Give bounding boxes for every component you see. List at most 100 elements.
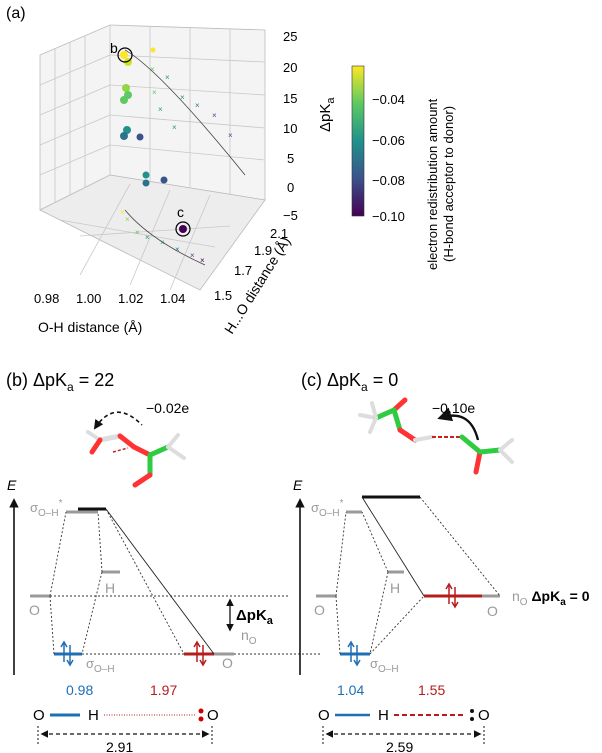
bond-scheme-c: 1.04 1.55 O H O 2.59 bbox=[318, 682, 490, 753]
nO-dpka-label-c: nO ΔpKa = 0 bbox=[512, 588, 590, 608]
electrons-b-red bbox=[193, 640, 207, 667]
z-tick: 25 bbox=[283, 29, 297, 44]
marker-b-ring bbox=[117, 47, 133, 63]
x-axis-label: O-H distance (Å) bbox=[38, 319, 142, 335]
total-distance-b: 2.91 bbox=[106, 739, 133, 753]
molecule-b-image bbox=[86, 430, 186, 488]
y-tick: 1.5 bbox=[214, 288, 232, 303]
mo-solid-lines-b bbox=[105, 508, 215, 655]
dist-HO-c: 1.55 bbox=[418, 682, 445, 698]
sigma-label-b: σO–H bbox=[86, 656, 115, 675]
svg-text:×: × bbox=[195, 101, 200, 110]
energy-label-c: E bbox=[293, 477, 303, 493]
colorbar-tick: −0.06 bbox=[372, 133, 405, 148]
svg-text:×: × bbox=[200, 256, 205, 265]
z-axis-label-sub: a bbox=[325, 97, 337, 104]
sigma-star-label-c: σO–H* bbox=[311, 498, 344, 519]
y-tick: 1.9 bbox=[254, 243, 272, 258]
svg-text:×: × bbox=[145, 233, 150, 242]
molecule-c-image bbox=[358, 397, 514, 475]
colorbar: −0.04 −0.06 −0.08 −0.10 electron redistr… bbox=[351, 65, 456, 270]
x-tick: 0.98 bbox=[34, 291, 59, 306]
bond-scheme-b: 0.98 1.97 O H O 2.91 bbox=[33, 682, 219, 753]
charge-transfer-arrow-c bbox=[437, 407, 480, 441]
svg-text:×: × bbox=[212, 111, 217, 120]
left-O-c: O bbox=[314, 602, 325, 618]
total-distance-c: 2.59 bbox=[386, 739, 413, 753]
electrons-c-blue bbox=[347, 640, 361, 667]
atom-O1-c: O bbox=[318, 707, 330, 724]
panel-c: (c) ΔpKa = 0 −0.10e E bbox=[293, 370, 590, 753]
svg-text:×: × bbox=[120, 208, 125, 217]
colorbar-tick: −0.04 bbox=[372, 92, 405, 107]
svg-text:×: × bbox=[152, 88, 157, 97]
x-tick: 1.04 bbox=[160, 291, 185, 306]
mo-correlation-lines-c bbox=[335, 496, 501, 655]
colorbar-tick: −0.10 bbox=[372, 209, 405, 224]
x-tick: 1.00 bbox=[76, 291, 101, 306]
energy-label-b: E bbox=[7, 477, 17, 493]
mo-levels-b bbox=[30, 507, 234, 656]
panel-c-title: (c) ΔpKa = 0 bbox=[301, 370, 398, 394]
mo-correlation-lines-b bbox=[49, 508, 320, 655]
marker-c-ring bbox=[175, 221, 191, 237]
y-tick: 1.7 bbox=[234, 263, 252, 278]
mo-solid-lines-c bbox=[361, 496, 425, 597]
svg-text:×: × bbox=[172, 123, 177, 132]
atom-H-b: H bbox=[88, 707, 99, 724]
dist-OH-c: 1.04 bbox=[337, 682, 364, 698]
charge-b: −0.02e bbox=[146, 400, 189, 416]
atom-O2-b: O bbox=[207, 707, 219, 724]
nO-label-b: nO bbox=[241, 627, 257, 647]
charge-c: −0.10e bbox=[432, 400, 475, 416]
plot-3d-frame bbox=[39, 24, 266, 291]
svg-text:×: × bbox=[228, 131, 233, 140]
H-level-b: H bbox=[105, 580, 115, 596]
x-axis: 0.98 1.00 1.02 1.04 O-H distance (Å) bbox=[34, 291, 185, 335]
colorbar-tick: −0.08 bbox=[372, 173, 405, 188]
z-tick: 15 bbox=[283, 91, 297, 106]
svg-text:×: × bbox=[165, 73, 170, 82]
mo-levels-c bbox=[316, 495, 500, 656]
svg-text:×: × bbox=[180, 93, 185, 102]
svg-text:×: × bbox=[150, 65, 155, 74]
z-tick: 5 bbox=[287, 151, 294, 166]
sigma-star-label-b: σO–H* bbox=[30, 498, 63, 519]
charge-transfer-arrow-b bbox=[93, 411, 143, 430]
z-tick: 0 bbox=[287, 180, 294, 195]
panel-b-title: (b) ΔpKa = 22 bbox=[6, 370, 114, 394]
svg-text:ΔpKa: ΔpKa bbox=[317, 97, 337, 132]
colorbar-label-2: (H-bond acceptor to donor) bbox=[441, 106, 456, 262]
z-tick: 10 bbox=[283, 121, 297, 136]
svg-text:×: × bbox=[158, 105, 163, 114]
panel-b: (b) ΔpKa = 22 −0.02e E bbox=[6, 370, 320, 753]
right-O-c: O bbox=[487, 603, 498, 619]
z-tick: −5 bbox=[283, 208, 298, 223]
left-O-b: O bbox=[29, 602, 40, 618]
svg-text:×: × bbox=[125, 215, 130, 224]
panel-a: (a) bbox=[6, 5, 456, 337]
svg-text:×: × bbox=[135, 228, 140, 237]
atom-O2-c: O bbox=[478, 707, 490, 724]
panel-a-label: (a) bbox=[6, 5, 26, 22]
z-tick: 20 bbox=[283, 60, 297, 75]
scatter-points: × × × × × × × × × × × × × × × × × bbox=[120, 47, 246, 266]
svg-text:×: × bbox=[175, 245, 180, 254]
y-tick: 2.1 bbox=[270, 226, 288, 241]
right-O-b: O bbox=[222, 655, 233, 671]
electrons-c-red bbox=[445, 582, 459, 609]
electrons-b-blue bbox=[60, 640, 74, 667]
marker-c-label: c bbox=[177, 204, 184, 220]
x-tick: 1.02 bbox=[118, 291, 143, 306]
svg-text:×: × bbox=[190, 251, 195, 260]
dist-OH-b: 0.98 bbox=[66, 682, 93, 698]
atom-H-c: H bbox=[378, 707, 389, 724]
marker-b-label: b bbox=[110, 40, 118, 56]
z-axis: 25 20 15 10 5 0 −5 ΔpKa bbox=[283, 29, 337, 223]
atom-O1-b: O bbox=[33, 707, 45, 724]
H-level-c: H bbox=[390, 580, 400, 596]
sigma-label-c: σO–H bbox=[370, 656, 399, 675]
colorbar-label-1: electron redistribution amount bbox=[425, 98, 440, 270]
z-axis-label: ΔpK bbox=[317, 104, 334, 132]
